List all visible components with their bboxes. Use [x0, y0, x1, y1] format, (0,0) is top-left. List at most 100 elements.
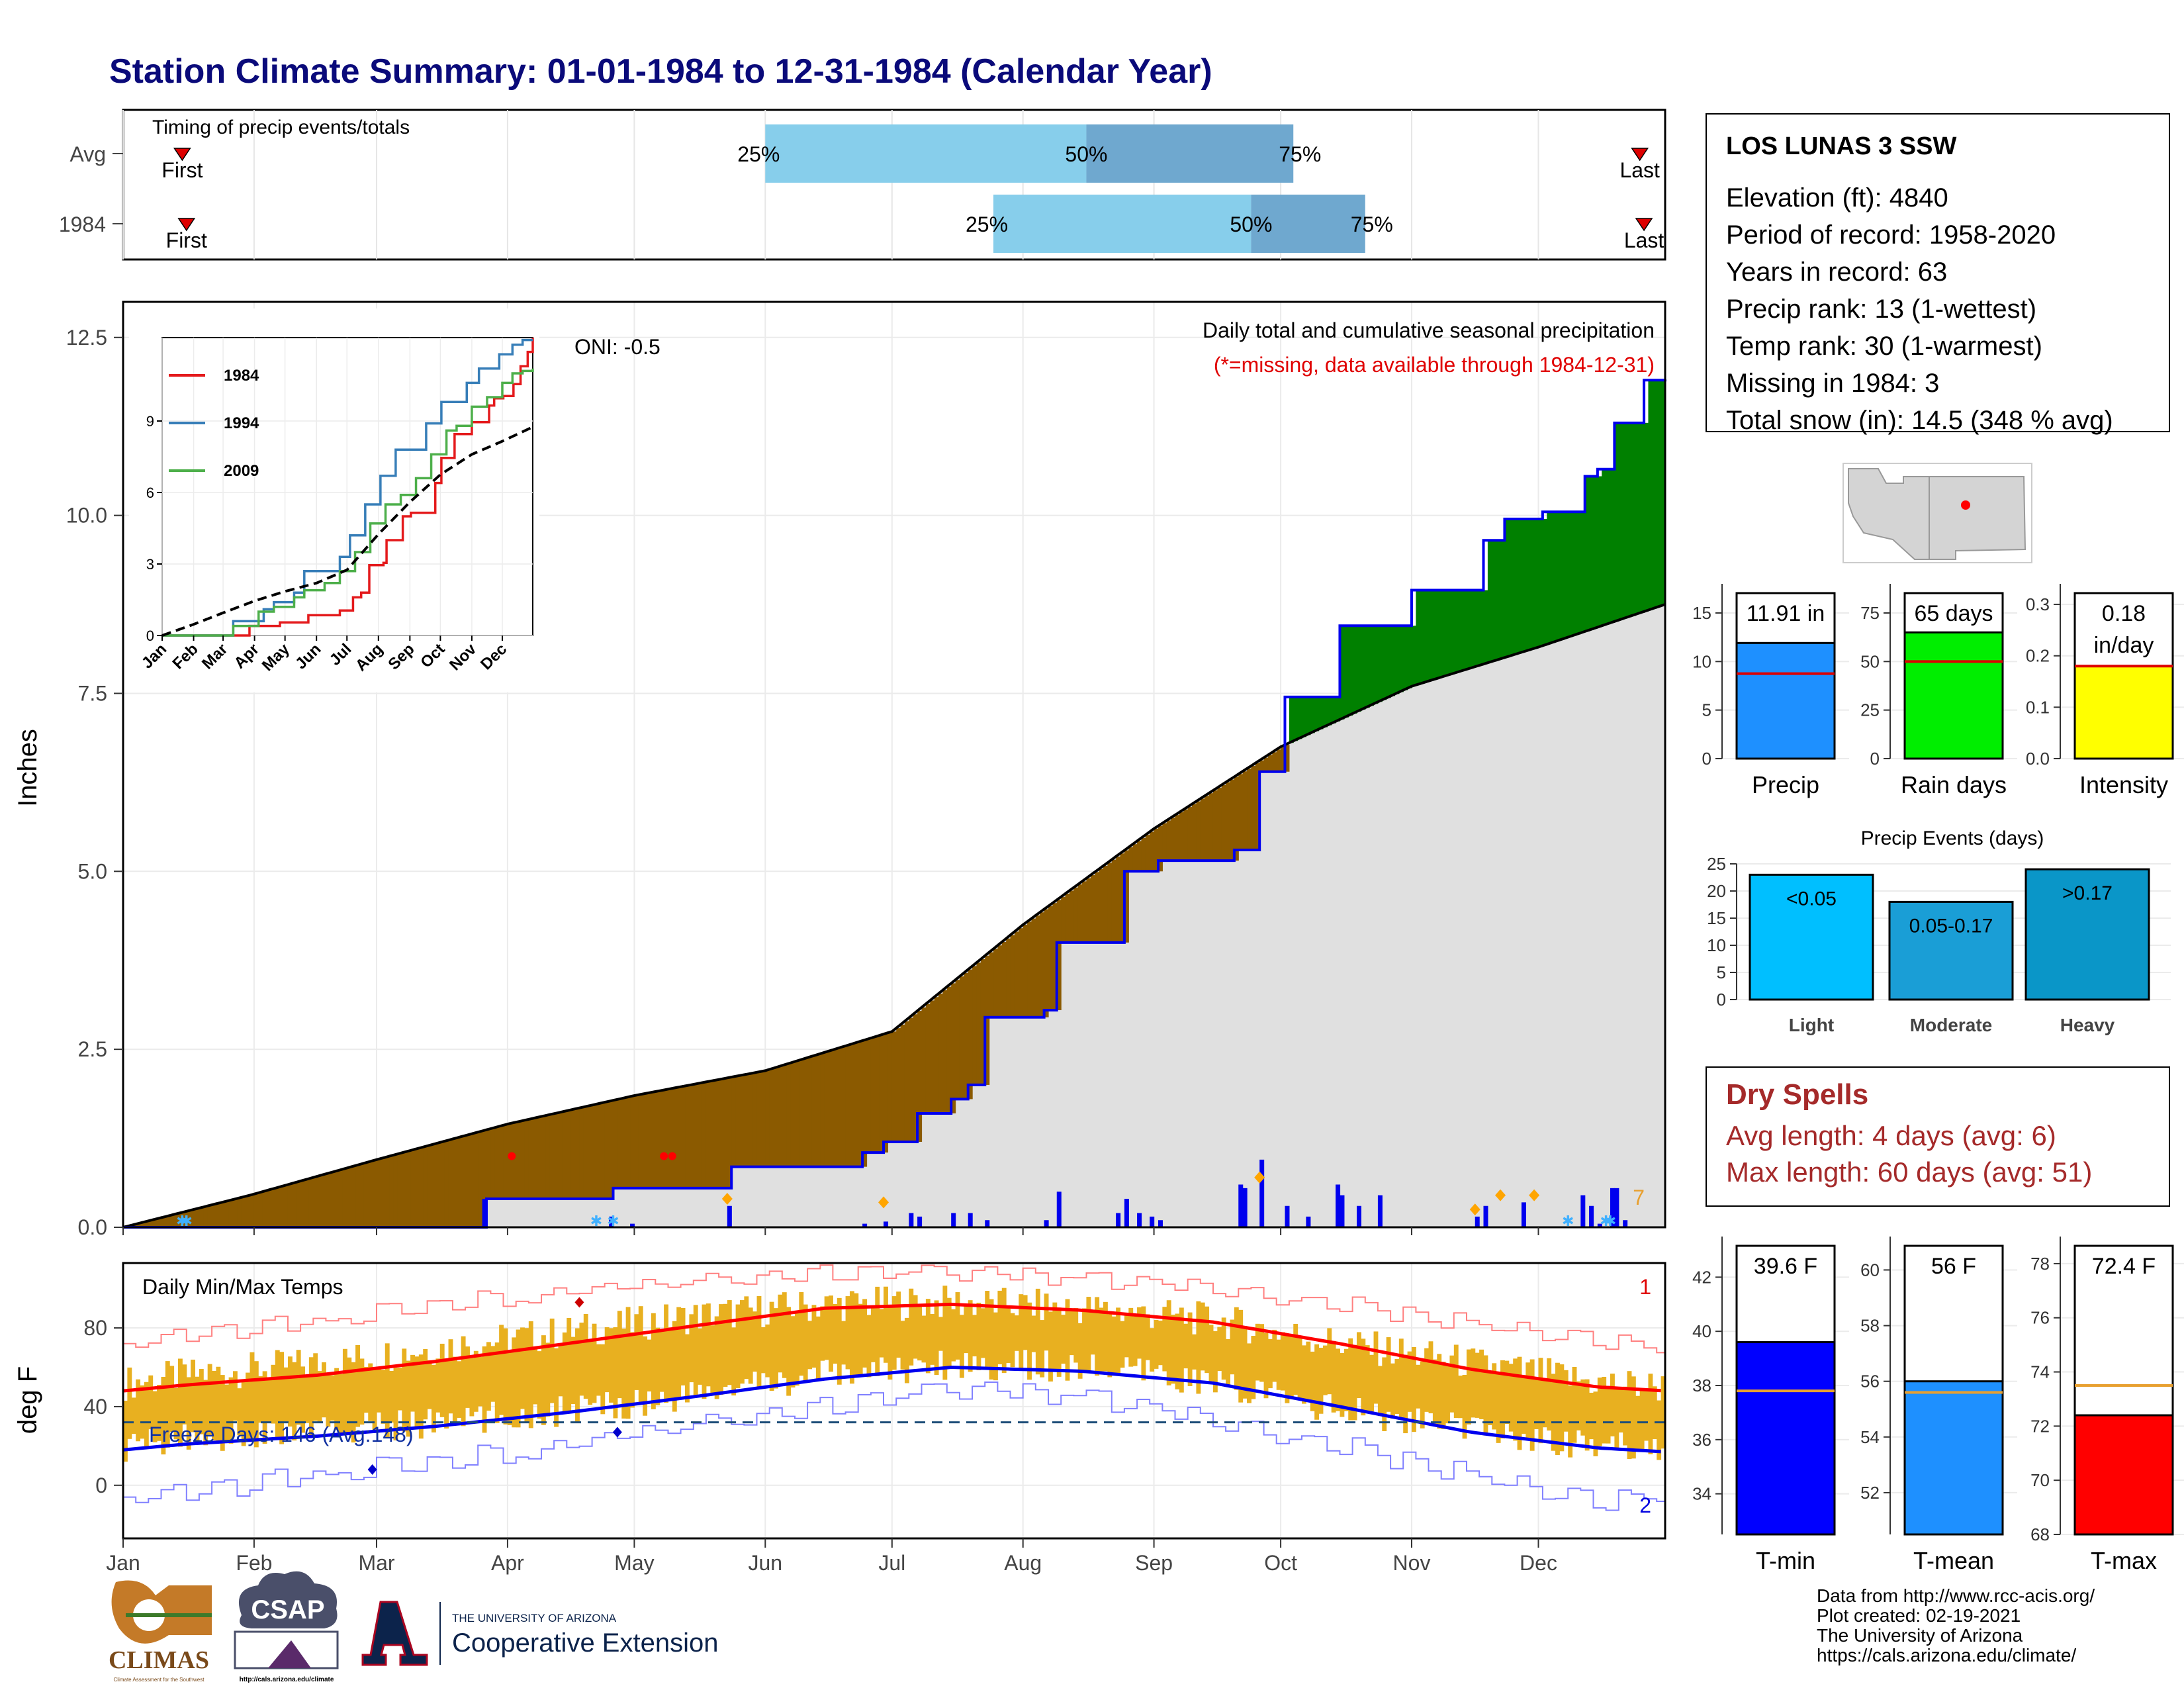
daily-temp-bar: [292, 1362, 297, 1441]
deficit-segment: [664, 1090, 669, 1188]
daily-temp-bar: [1453, 1344, 1459, 1419]
surplus-segment: [1449, 590, 1455, 675]
daily-temp-bar: [1559, 1364, 1565, 1452]
precip-ytick-label: 12.5: [66, 326, 107, 350]
deficit-segment: [448, 1140, 453, 1227]
deficit-segment: [845, 1045, 850, 1167]
timing-iqr-high: [1251, 195, 1365, 253]
record-high-count: 1: [1639, 1275, 1651, 1299]
deficit-segment: [985, 955, 990, 1085]
daily-temp-bar: [1272, 1329, 1277, 1382]
deficit-segment: [283, 1186, 289, 1227]
deficit-segment: [1001, 941, 1007, 1017]
deficit-segment: [702, 1082, 707, 1188]
daily-precip-bar: [1336, 1184, 1341, 1227]
snow-marker: ✱: [176, 1213, 188, 1229]
daily-temp-bar: [604, 1327, 610, 1393]
daily-temp-bar: [1150, 1328, 1155, 1372]
surplus-segment: [1529, 518, 1535, 650]
deficit-segment: [326, 1174, 331, 1227]
deficit-segment: [478, 1132, 483, 1227]
daily-temp-bar: [1251, 1336, 1256, 1399]
daily-temp-bar: [1247, 1343, 1251, 1403]
month-label: Dec: [1520, 1551, 1557, 1575]
daily-temp-bar: [1348, 1338, 1353, 1421]
daily-temp-bar: [769, 1301, 774, 1391]
surplus-segment: [1336, 696, 1341, 722]
deficit-segment: [342, 1169, 347, 1227]
daily-temp-bar: [330, 1375, 335, 1421]
daily-temp-bar: [698, 1328, 703, 1385]
daily-temp-bar: [1547, 1358, 1552, 1431]
daily-temp-bar: [1158, 1320, 1163, 1366]
timing-p50-label: 50%: [1065, 142, 1107, 166]
daily-temp-bar: [829, 1295, 833, 1372]
deficit-segment: [727, 1078, 732, 1188]
deficit-segment: [1103, 865, 1108, 943]
daily-temp-bar: [1563, 1370, 1569, 1432]
daily-temp-bar: [1141, 1306, 1146, 1381]
daily-temp-bar: [1508, 1364, 1514, 1432]
daily-temp-bar: [351, 1362, 356, 1443]
precip-ytick-label: 7.5: [78, 681, 107, 705]
deficit-segment: [942, 990, 948, 1113]
daily-temp-bar: [896, 1291, 901, 1358]
deficit-segment: [647, 1093, 652, 1188]
surplus-segment: [1496, 540, 1501, 661]
month-label: Jul: [878, 1551, 905, 1575]
surplus-segment: [1373, 626, 1379, 704]
events-category-label: Moderate: [1910, 1015, 1992, 1035]
daily-temp-bar: [968, 1300, 973, 1372]
deficit-segment: [685, 1086, 690, 1188]
timing-iqr-low: [993, 195, 1251, 253]
daily-temp-bar: [913, 1295, 918, 1359]
daily-temp-bar: [1132, 1316, 1138, 1366]
deficit-segment: [719, 1079, 724, 1188]
deficit-segment: [579, 1107, 584, 1199]
daily-temp-bar: [397, 1368, 402, 1411]
deficit-segment: [934, 997, 939, 1113]
daily-temp-bar: [1331, 1340, 1336, 1413]
daily-temp-bar: [322, 1362, 326, 1418]
deficit-segment: [904, 1021, 909, 1142]
daily-temp-bar: [1551, 1374, 1556, 1451]
daily-temp-bar: [1428, 1341, 1433, 1414]
timing-p25-label: 25%: [737, 142, 780, 166]
deficit-segment: [570, 1109, 576, 1199]
daily-temp-bar: [1175, 1313, 1180, 1389]
daily-temp-bar: [1394, 1358, 1400, 1414]
deficit-segment: [377, 1159, 381, 1227]
daily-temp-bar: [643, 1336, 648, 1416]
daily-temp-bar: [1555, 1362, 1560, 1455]
inset-legend-label: 1994: [224, 414, 259, 432]
daily-temp-bar: [1580, 1379, 1586, 1436]
temp-ylabel: deg F: [13, 1366, 42, 1434]
daily-precip-bar: [884, 1221, 889, 1227]
daily-temp-bar: [253, 1361, 259, 1448]
daily-temp-bar: [845, 1296, 850, 1370]
daily-temp-bar: [512, 1337, 517, 1428]
deficit-segment: [879, 1035, 884, 1153]
daily-precip-bar: [1614, 1188, 1619, 1227]
daily-temp-bar: [1517, 1356, 1522, 1450]
daily-temp-bar: [1090, 1313, 1095, 1355]
daily-temp-bar: [1302, 1345, 1306, 1404]
deficit-segment: [267, 1190, 272, 1227]
deficit-segment: [393, 1154, 398, 1227]
deficit-segment: [224, 1201, 230, 1227]
station-name: LOS LUNAS 3 SSW: [1726, 132, 1956, 160]
deficit-segment: [1267, 755, 1273, 772]
surplus-segment: [1377, 626, 1383, 702]
daily-temp-bar: [592, 1323, 597, 1403]
daily-temp-bar: [1336, 1348, 1340, 1411]
surplus-segment: [1386, 626, 1391, 698]
daily-temp-bar: [1538, 1358, 1543, 1444]
daily-temp-bar: [803, 1304, 808, 1383]
deficit-segment: [613, 1100, 618, 1188]
deficit-segment: [1090, 875, 1095, 943]
daily-temp-bar: [1479, 1349, 1484, 1419]
daily-temp-bar: [740, 1300, 745, 1384]
surplus-segment: [1580, 512, 1586, 633]
daily-temp-bar: [1031, 1315, 1036, 1352]
deficit-segment: [870, 1038, 876, 1153]
